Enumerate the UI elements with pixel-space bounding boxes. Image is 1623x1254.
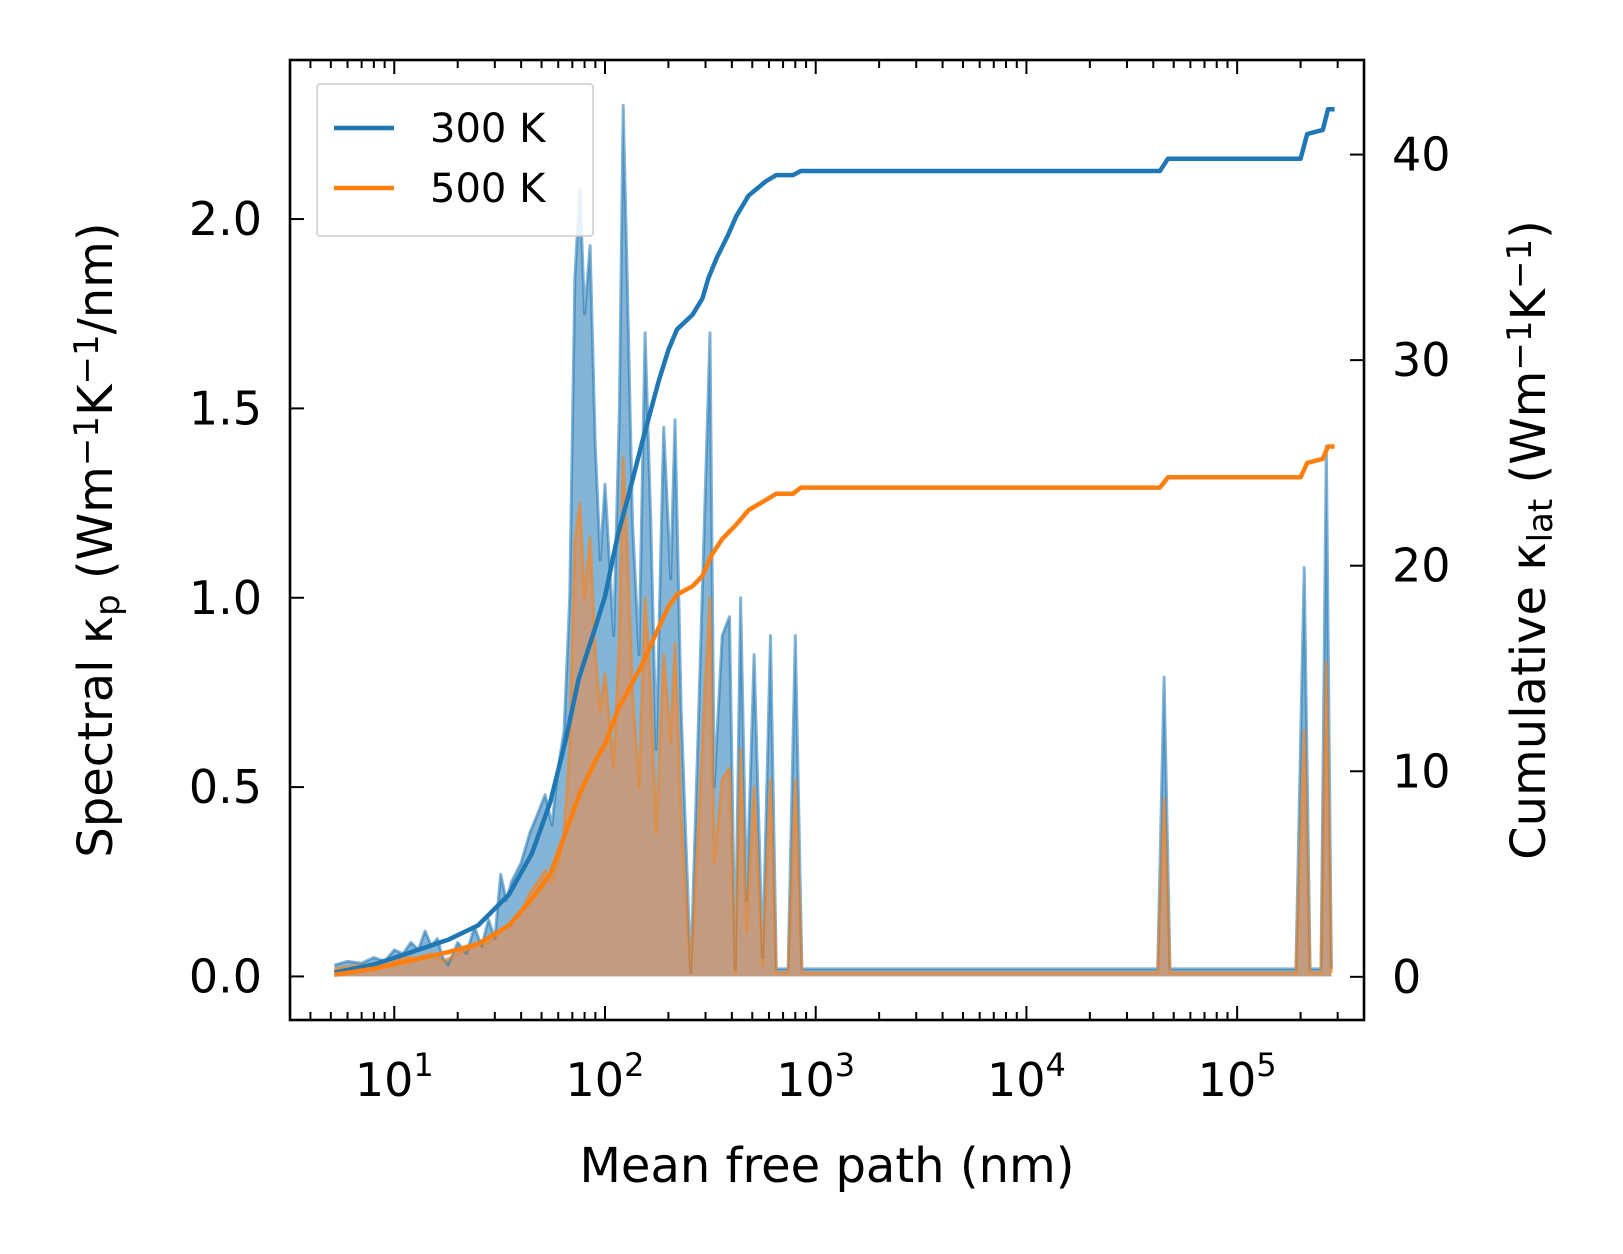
left-tick-label: 0.0 (189, 949, 262, 1003)
legend-label-500k: 500 K (430, 166, 547, 212)
x-axis-title: Mean free path (nm) (580, 1138, 1075, 1194)
x-tick-label: 101 (355, 1046, 434, 1107)
right-tick-label: 30 (1392, 333, 1451, 387)
spectral-fill-500k (334, 457, 1332, 977)
legend: 300 K 500 K (316, 83, 594, 237)
legend-box (316, 83, 594, 237)
spectral-line-300k (333, 103, 1333, 975)
x-tick-label: 105 (1198, 1046, 1277, 1107)
x-tick-label: 104 (987, 1046, 1066, 1107)
x-axis-ticks: 101 102 103 104 105 (309, 60, 1365, 1107)
right-tick-label: 0 (1392, 950, 1421, 1004)
right-tick-label: 40 (1392, 128, 1451, 182)
left-axis-title: Spectral κp (Wm−1K−1/nm) (67, 222, 128, 857)
right-axis-title: Cumulative κlat (Wm−1K−1) (1500, 220, 1561, 860)
right-axis-ticks: 0 10 20 30 40 (1350, 128, 1451, 1004)
plot-frame (288, 58, 1366, 1022)
right-tick-label: 20 (1392, 539, 1451, 593)
cumulative-line-300k (333, 107, 1335, 975)
legend-label-300k: 300 K (430, 106, 547, 152)
cumulative-lines (333, 107, 1335, 978)
cumulative-line-500k (334, 444, 1335, 978)
left-tick-label: 0.5 (189, 760, 262, 814)
left-tick-label: 2.0 (189, 192, 262, 246)
left-tick-label: 1.5 (189, 381, 262, 435)
left-axis-ticks: 0.0 0.5 1.0 1.5 2.0 (189, 192, 304, 1003)
left-tick-label: 1.0 (189, 571, 262, 625)
x-tick-label: 103 (776, 1046, 855, 1107)
spectral-line-500k (334, 456, 1333, 975)
right-tick-label: 10 (1392, 744, 1451, 798)
x-tick-label: 102 (566, 1046, 645, 1107)
